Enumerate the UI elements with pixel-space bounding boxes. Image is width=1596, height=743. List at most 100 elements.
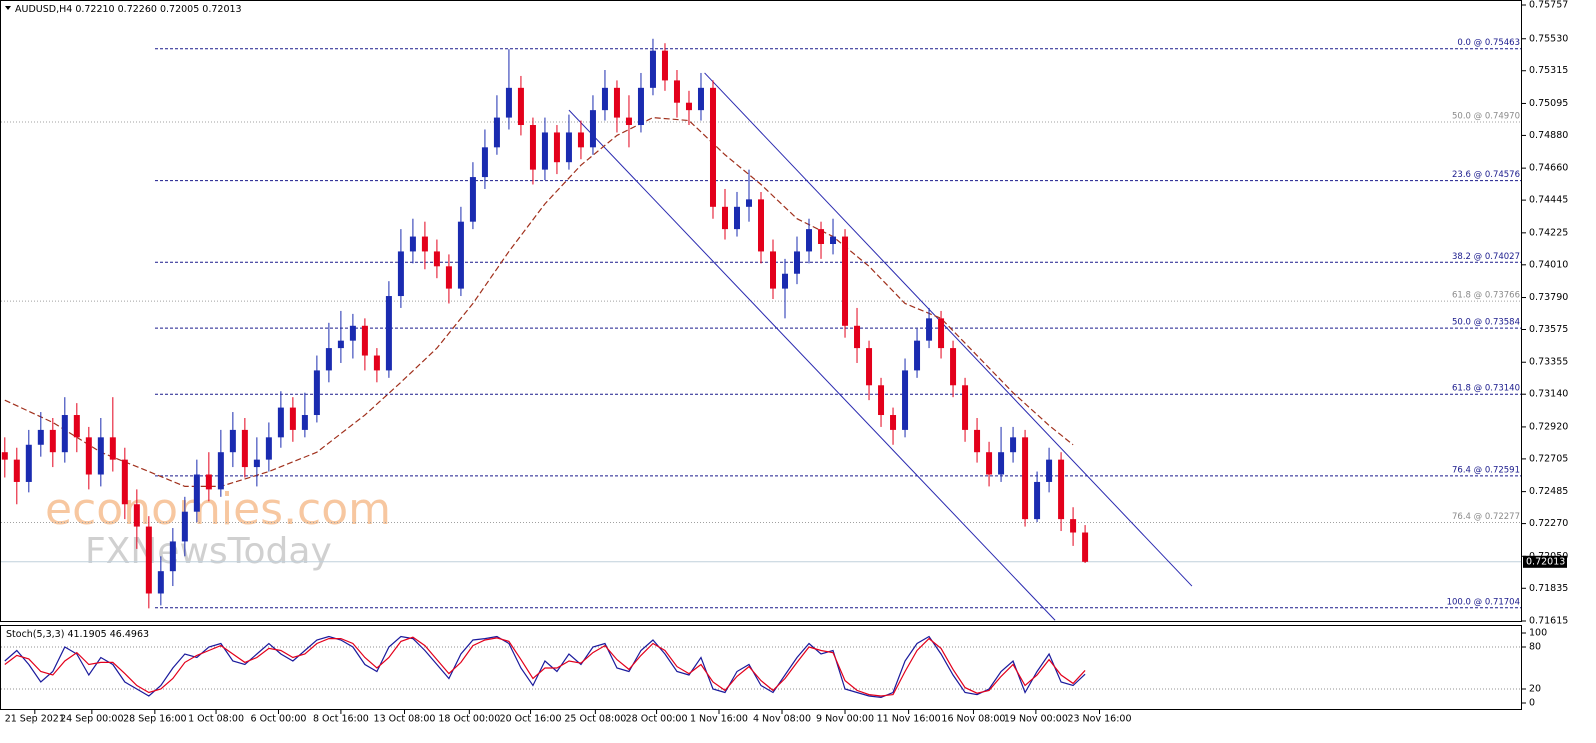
fib-label: 76.4 @ 0.72591 [1452, 465, 1520, 475]
watermark-text: economies.com [45, 484, 391, 535]
candle-body [433, 251, 440, 267]
x-tick-label: 20 Oct 16:00 [500, 714, 562, 725]
candle-body [854, 325, 861, 349]
symbol: AUDUSD,H4 [15, 4, 72, 15]
candle-body [721, 206, 728, 230]
candle-body [842, 236, 849, 326]
x-tick-label: 8 Oct 16:00 [313, 714, 369, 725]
candle-body [1022, 437, 1029, 520]
candle-body [1, 452, 8, 460]
x-tick-label: 28 Oct 00:00 [626, 714, 688, 725]
fib-label: 100.0 @ 0.71704 [1447, 597, 1520, 607]
y-tick-label: 0.73355 [1529, 357, 1568, 368]
candle-body [349, 325, 356, 341]
candle-body [241, 429, 248, 468]
candle-body [733, 206, 740, 230]
x-tick-label: 1 Oct 08:00 [188, 714, 244, 725]
stochastic-line [4, 635, 1086, 699]
y-tick-label: 0.74880 [1529, 130, 1568, 141]
candle-body [565, 132, 572, 163]
candle-body [181, 511, 188, 542]
fib-label: 61.8 @ 0.73140 [1452, 384, 1520, 394]
candle-body [709, 87, 716, 207]
candle-body [998, 452, 1005, 475]
ohlc: 0.72210 [75, 4, 114, 15]
x-tick-label: 28 Sep 16:00 [123, 714, 186, 725]
candle-body [1070, 519, 1077, 533]
candle-body [397, 251, 404, 297]
candle-body [277, 407, 284, 438]
candle-body [229, 429, 236, 453]
indicator-header: Stoch(5,3,3) 41.1905 46.4963 [6, 629, 149, 640]
fib-label: 76.4 @ 0.72277 [1452, 512, 1520, 522]
fib-label: 23.6 @ 0.74576 [1452, 170, 1520, 180]
candle-body [373, 355, 380, 371]
candle-body [589, 110, 596, 148]
y-tick-label: 0.72485 [1529, 486, 1568, 497]
candle-body [818, 229, 825, 244]
candle-body [902, 370, 909, 430]
candle-body [625, 117, 632, 126]
candle-body [217, 452, 224, 490]
candle-body [782, 273, 789, 289]
x-tick-label: 11 Nov 16:00 [877, 714, 941, 725]
fib-label: 38.2 @ 0.74027 [1452, 252, 1520, 262]
candle-body [385, 296, 392, 371]
candle-body [85, 437, 92, 475]
channel-line [568, 109, 1056, 621]
candle-body [758, 199, 764, 252]
candle-body [517, 87, 524, 126]
candle-body [806, 229, 813, 252]
candle-body [97, 437, 104, 475]
candle-body [1058, 459, 1065, 520]
price-panel: 0.0 @ 0.75463 50.0 @ 0.74970 23.6 @ 0.7457… [1, 38, 1522, 621]
stochastic-line [4, 636, 1086, 697]
candle-body [541, 132, 548, 170]
candle-body [878, 385, 885, 416]
x-tick-label: 24 Sep 00:00 [60, 714, 123, 725]
candle-body [301, 415, 308, 430]
candle-body [938, 318, 945, 349]
candle-body [49, 429, 56, 453]
candle-body [169, 541, 176, 572]
indicator-tick-label: 0 [1529, 698, 1535, 709]
candle-body [950, 348, 957, 386]
price-tag [1523, 555, 1567, 568]
candle-body [61, 415, 68, 453]
candle-body [289, 407, 296, 430]
indicator-name: Stoch(5,3,3) [6, 629, 64, 640]
candle-body [1010, 437, 1017, 453]
candle-body [109, 437, 116, 460]
y-tick-label: 0.71835 [1529, 583, 1568, 594]
y-tick-label: 0.71615 [1529, 616, 1568, 627]
candle-body [613, 87, 620, 118]
y-tick-label: 0.75757 [1529, 0, 1568, 11]
y-tick-label: 0.74225 [1529, 227, 1568, 238]
candle-body [13, 459, 20, 482]
candle-body [697, 87, 704, 111]
y-tick-label: 0.72270 [1529, 518, 1568, 529]
candle-body [926, 318, 933, 341]
fib-label: 50.0 @ 0.73584 [1452, 318, 1520, 328]
candle-body [121, 459, 128, 505]
fib-label: 50.0 @ 0.74970 [1452, 112, 1520, 122]
candle-body [553, 132, 560, 163]
candle-body [145, 526, 152, 594]
ohlc: 0.72005 [160, 4, 199, 15]
candle-body [313, 370, 320, 416]
y-tick-label: 0.72920 [1529, 421, 1568, 432]
y-tick-label: 0.75315 [1529, 65, 1568, 76]
candle-body [745, 199, 752, 207]
y-tick-label: 0.75530 [1529, 33, 1568, 44]
y-tick-label: 0.74010 [1529, 259, 1568, 270]
candle-body [157, 571, 164, 594]
moving-average [4, 116, 1074, 488]
channel-line [704, 72, 1193, 587]
candle-body [637, 87, 644, 126]
x-tick-label: 25 Oct 08:00 [564, 714, 626, 725]
x-tick-label: 9 Nov 00:00 [816, 714, 874, 725]
candle-body [529, 125, 536, 170]
candle-body [673, 80, 680, 103]
menu-arrow[interactable] [5, 6, 11, 10]
